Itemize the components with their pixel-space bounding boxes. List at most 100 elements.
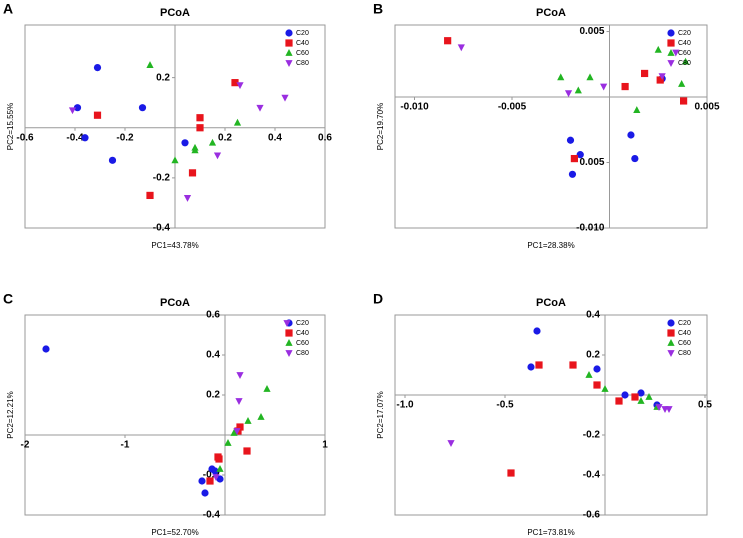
x-axis-label: PC1=43.78% [151,241,198,250]
point [263,385,271,392]
legend-label: C80 [678,350,691,357]
legend-marker [285,60,293,67]
legend-marker [285,29,293,37]
legend-label: C20 [296,320,309,327]
point [621,82,629,91]
point [672,49,680,57]
legend-label: C80 [296,350,309,357]
x-axis-label: PC1=73.81% [527,528,574,537]
point [243,447,251,455]
chart-title: PCoA [160,297,190,309]
legend-label: C60 [678,340,691,347]
point [621,391,629,399]
point [216,465,224,472]
x-tick-label: 0.5 [698,400,712,411]
y-axis-label: PC2=17.07% [376,391,385,438]
point [196,124,204,132]
point [637,397,645,404]
point [447,440,455,447]
legend-marker [667,39,675,47]
y-tick-label: 0.6 [206,310,220,321]
y-tick-label: 0.2 [206,390,220,401]
point [196,114,204,122]
plot-frame [394,24,708,229]
legend-marker [667,350,675,357]
y-tick-label: 0.005 [579,26,604,37]
legend-label: C80 [296,60,309,67]
point [236,82,244,90]
legend-marker [667,319,675,327]
plot-frame [394,314,708,516]
legend-marker [285,350,293,357]
point [457,44,465,52]
plot-frame [24,314,326,516]
y-tick-label: 0.4 [206,350,220,361]
y-tick-label: 0.2 [586,350,600,361]
x-tick-label: -0.010 [400,102,429,113]
x-tick-label: -0.5 [496,400,514,411]
x-axis-label: PC1=52.70% [151,528,198,537]
point [215,455,223,463]
x-tick-label: 0.4 [268,132,282,143]
point [645,393,653,400]
point [191,143,199,151]
y-tick-label: -0.6 [583,510,601,521]
point [570,154,578,163]
legend-label: C80 [678,60,691,67]
x-tick-label: -0.2 [116,132,134,143]
legend-label: C60 [678,50,691,57]
point [569,361,577,369]
legend-label: C40 [296,40,309,47]
point [601,385,609,392]
legend-label: C20 [296,30,309,37]
x-axis-label: PC1=28.38% [527,241,574,250]
panel-label: D [373,291,383,307]
point [201,489,209,497]
point [533,327,541,335]
point [138,104,147,112]
point [586,73,594,81]
point [231,79,239,87]
y-tick-label: -0.2 [203,470,221,481]
point [681,57,690,65]
point [236,372,244,379]
point [188,169,197,177]
point [244,417,252,424]
point [627,131,635,139]
y-axis-label: PC2=12.21% [6,391,15,438]
point [574,86,582,94]
point [230,429,238,436]
y-tick-label: -0.2 [583,430,601,441]
point [146,191,154,200]
point [42,345,50,353]
point [281,94,289,102]
x-tick-label: -1.0 [396,400,414,411]
point [224,439,232,446]
legend-label: C40 [296,330,309,337]
legend-label: C40 [678,330,691,337]
point [593,365,601,373]
x-tick-label: -2 [21,440,30,451]
legend-label: C60 [296,50,309,57]
panel-label: A [3,1,13,17]
chart-title: PCoA [536,297,566,309]
point [68,107,77,115]
legend-marker [285,339,293,346]
point [557,73,565,81]
y-tick-label: 0.2 [156,72,170,83]
point [656,76,664,84]
point [257,413,265,420]
point [171,156,179,164]
legend-marker [667,29,675,37]
point [181,139,189,147]
point [631,393,639,401]
y-tick-label: 0.005 [579,157,604,168]
point [73,104,82,112]
point [233,428,241,435]
point [212,474,220,481]
x-tick-label: 0.2 [218,132,232,143]
point [566,136,575,144]
point [108,156,117,164]
y-tick-label: 0.4 [586,310,600,321]
y-tick-label: -0.4 [203,510,221,521]
